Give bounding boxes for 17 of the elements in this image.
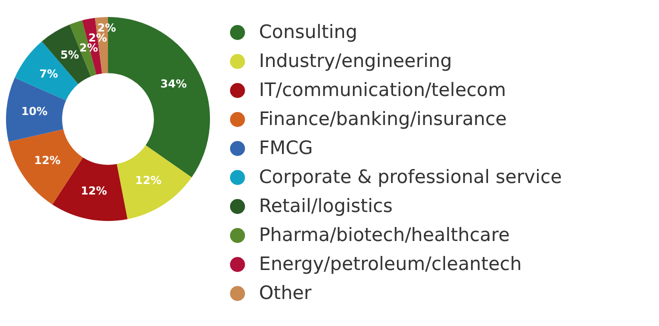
data-label: 12% [80,184,108,198]
legend-label: Retail/logistics [259,196,393,217]
legend-label: FMCG [259,138,313,159]
legend-label: Consulting [259,22,358,43]
data-label: 7% [39,68,58,81]
data-label: 12% [34,154,61,168]
legend-label: Finance/banking/insurance [259,109,507,130]
legend-label: Other [259,283,312,304]
legend-label: IT/communication/telecom [259,80,506,101]
data-label: 10% [21,104,48,118]
legend-label: Corporate & professional service [259,167,562,188]
data-label: 5% [60,48,80,62]
data-label: 34% [160,78,187,91]
legend-label: Pharma/biotech/healthcare [259,225,510,246]
legend-label: Industry/engineering [259,51,452,72]
data-label: 12% [135,174,162,187]
legend-label: Energy/petroleum/cleantech [259,254,522,275]
